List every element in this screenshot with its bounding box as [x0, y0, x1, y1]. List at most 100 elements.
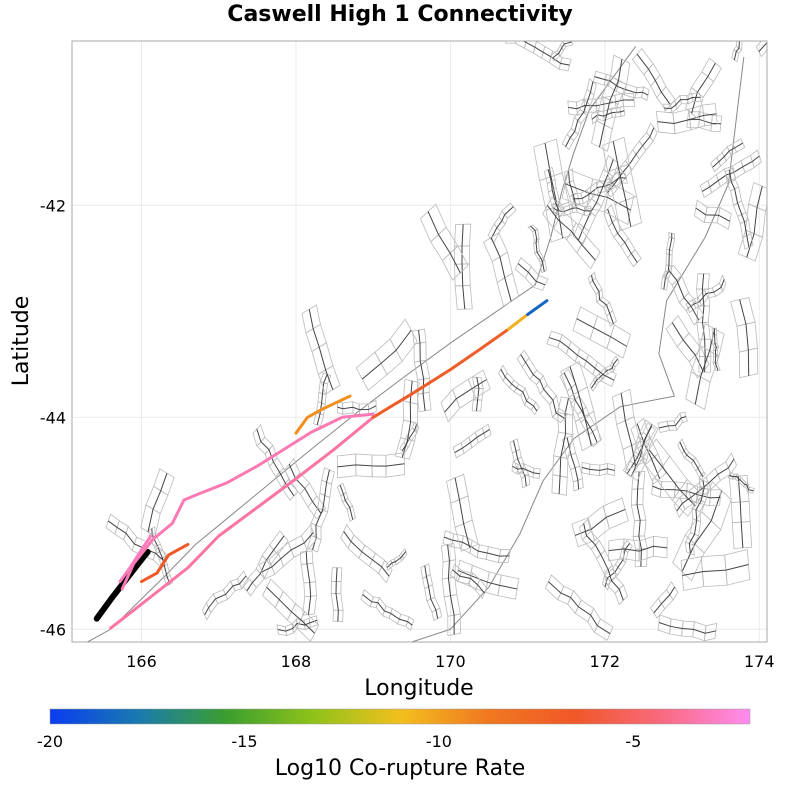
fault-section-box [514, 257, 532, 279]
fault-trace [261, 532, 314, 573]
fault-section-box [603, 204, 617, 228]
fault-section-box [481, 423, 492, 439]
fault-section-box [400, 547, 408, 560]
fault-section-box [611, 355, 620, 368]
fault-trace [563, 372, 598, 444]
fault-section-box [617, 172, 629, 184]
fault-section-box [748, 182, 767, 212]
fault-section-box [511, 460, 519, 475]
fault-trace [626, 426, 653, 475]
rupture-alpine-main-c[interactable] [506, 312, 530, 331]
fault-section-box [602, 136, 630, 173]
fault-trace [107, 520, 165, 562]
colorbar-tick-label: -5 [625, 732, 641, 751]
fault-section-box [610, 54, 631, 86]
fault-trace [418, 330, 426, 411]
fault-trace [583, 523, 624, 601]
fault-trace [648, 449, 696, 507]
fault-trace [636, 471, 642, 567]
fault-section-box [546, 330, 563, 348]
fault-section-box [560, 360, 588, 398]
fault-trace [737, 475, 744, 548]
x-axis-ticks: 166 168 170 172 174 [126, 652, 774, 671]
fault-section-box [603, 155, 619, 178]
fault-section-box [412, 328, 427, 345]
fault-trace [548, 337, 615, 381]
fault-trace [682, 563, 749, 576]
rupture-layer [93, 299, 549, 630]
fault-section-box [651, 477, 663, 498]
fault-trace [607, 127, 655, 193]
fault-section-box [584, 206, 592, 216]
fault-trace [447, 544, 455, 635]
colorbar-label: Log10 Co-rupture Rate [275, 756, 526, 781]
fault-trace [574, 508, 626, 536]
fault-trace [308, 309, 334, 390]
fault-trace [386, 551, 407, 568]
fault-section-box [340, 524, 355, 549]
fault-section-box [299, 550, 314, 565]
fault-trace [277, 619, 318, 632]
fault-trace [691, 62, 716, 114]
rupture-western-strand[interactable] [120, 412, 375, 591]
fault-section-box [785, 9, 798, 25]
fault-trace [517, 263, 546, 286]
fault-section-box [301, 304, 321, 334]
fault-section-box [236, 570, 249, 590]
fault-trace [424, 565, 439, 619]
rupture-alpine-main-b[interactable] [371, 327, 510, 419]
fault-trace [490, 237, 512, 302]
fault-section-box [454, 223, 472, 247]
fault-section-box [588, 271, 597, 284]
fault-trace [312, 469, 330, 550]
fault-trace [552, 41, 572, 59]
fault-section-box [446, 473, 469, 504]
fault-trace [401, 424, 418, 452]
fault-section-box [498, 364, 508, 382]
fault-trace [712, 142, 744, 168]
fault-section-box [586, 78, 597, 96]
fault-section-box [696, 273, 710, 290]
y-tick-label: -44 [40, 408, 66, 427]
fault-section-box [509, 438, 521, 454]
fault-section-box [665, 315, 690, 348]
fault-trace [544, 142, 564, 239]
fault-trace [454, 428, 490, 454]
fault-trace [490, 206, 514, 240]
rupture-alpine-north[interactable] [526, 299, 549, 316]
y-tick-label: -46 [40, 620, 66, 639]
fault-trace [572, 177, 627, 200]
fault-trace [546, 205, 596, 261]
fault-section-box [779, 16, 790, 36]
x-tick-label: 172 [590, 652, 621, 671]
fault-section-box [544, 574, 565, 601]
fault-trace [713, 328, 719, 371]
fault-trace [475, 377, 480, 412]
fault-section-box [711, 327, 718, 336]
fault-trace [598, 59, 623, 148]
fault-section-box [516, 349, 530, 368]
fault-trace [530, 225, 545, 272]
fault-trace [204, 575, 247, 616]
fault-section-box [564, 168, 574, 185]
rupture-alpine-main-a[interactable] [109, 415, 375, 630]
fault-section-box [691, 92, 702, 102]
fault-section-box [367, 399, 377, 416]
fault-trace [558, 398, 569, 495]
x-tick-label: 168 [281, 652, 312, 671]
chart-title: Caswell High 1 Connectivity [227, 2, 573, 27]
fault-section-box [637, 419, 659, 447]
rupture-hope-branch[interactable] [294, 394, 352, 435]
fault-trace [461, 224, 466, 310]
fault-trace [577, 159, 614, 241]
fault-section-box [542, 196, 564, 230]
x-axis-label: Longitude [364, 676, 473, 701]
fault-trace [658, 416, 687, 429]
fault-trace [147, 473, 168, 533]
fault-section-box [336, 482, 347, 497]
rupture-puysegur-branch[interactable] [118, 534, 153, 584]
rupture-fiordland-branch[interactable] [140, 542, 190, 584]
fault-trace [688, 480, 705, 554]
fault-section-box [581, 461, 591, 476]
